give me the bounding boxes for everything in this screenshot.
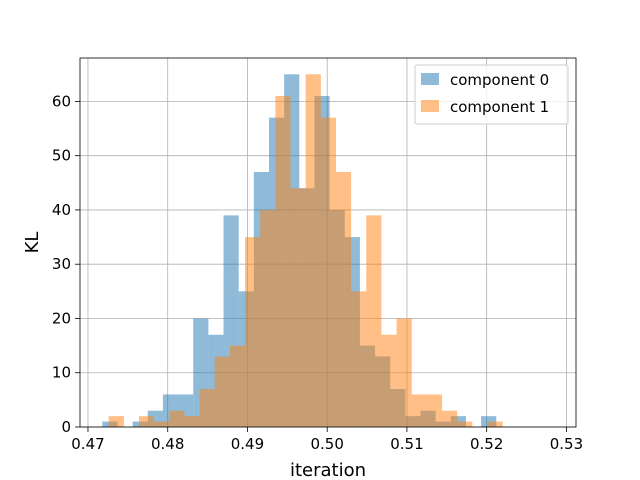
x-tick-label: 0.51 (390, 435, 423, 453)
ticks: 0.47 0.48 0.49 0.50 0.51 0.52 0.53 0 10 20 30 40 50 6… (52, 92, 583, 453)
bar-component-1 (366, 215, 382, 427)
bar-component-1 (442, 410, 458, 427)
legend: component 0 component 1 (414, 64, 569, 125)
legend-swatch-component-1 (421, 100, 439, 112)
x-tick-label: 0.49 (231, 435, 264, 453)
bar-component-1 (487, 421, 503, 427)
x-tick-label: 0.47 (71, 435, 104, 453)
y-tick-label: 0 (61, 418, 71, 436)
bar-component-1 (275, 95, 291, 427)
bar-component-1 (108, 416, 124, 427)
bar-component-1 (290, 188, 306, 427)
legend-box (414, 64, 569, 125)
bar-component-1 (199, 389, 215, 427)
bar-component-1 (154, 421, 170, 427)
bar-component-1 (426, 394, 443, 427)
x-tick-label: 0.48 (151, 435, 184, 453)
bar-component-1 (139, 416, 155, 427)
bar-component-1 (457, 421, 473, 427)
bar-component-1 (184, 416, 200, 427)
bar-component-1 (229, 345, 246, 427)
bar-component-1 (245, 237, 261, 427)
bar-component-1 (214, 356, 230, 427)
bar-component-1 (411, 394, 427, 427)
x-tick-label: 0.53 (550, 435, 583, 453)
legend-label-component-0: component 0 (450, 71, 549, 89)
x-tick-label: 0.52 (470, 435, 503, 453)
bar-component-1 (169, 410, 185, 427)
y-tick-label: 60 (52, 92, 71, 110)
y-axis-label: KL (22, 232, 43, 254)
y-tick-label: 20 (52, 309, 71, 327)
legend-label-component-1: component 1 (450, 98, 549, 116)
y-tick-label: 50 (52, 147, 71, 165)
y-tick-label: 30 (52, 255, 71, 273)
bar-component-1 (305, 74, 321, 427)
bar-component-1 (351, 291, 367, 427)
x-tick-label: 0.50 (310, 435, 343, 453)
x-axis-label: iteration (290, 460, 366, 480)
y-tick-label: 10 (52, 364, 71, 382)
bar-component-1 (396, 318, 412, 427)
bar-component-1 (381, 334, 397, 427)
bars (102, 74, 503, 428)
bar-component-1 (260, 209, 276, 427)
y-tick-label: 40 (52, 201, 71, 219)
bar-component-1 (320, 117, 336, 428)
legend-swatch-component-0 (421, 73, 439, 85)
bar-component-1 (335, 171, 352, 427)
plot-frame (79, 57, 577, 428)
